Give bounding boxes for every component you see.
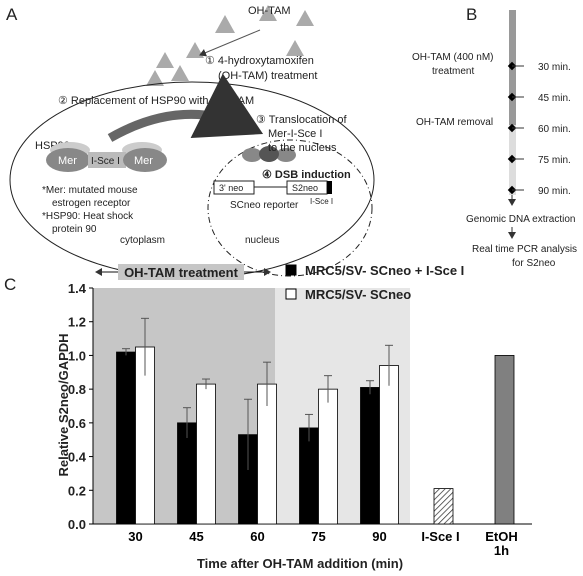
panel-letter: C	[4, 275, 16, 294]
step: ④ DSB induction	[262, 169, 351, 181]
bar	[360, 387, 380, 525]
step: ③ Translocation of	[256, 114, 348, 126]
x-tick-wrap: 30	[128, 530, 143, 544]
compartment: nucleus	[245, 235, 279, 246]
shade-label: OH-TAM treatment	[124, 265, 239, 280]
panel-letter: A	[6, 5, 18, 24]
compartment: cytoplasm	[120, 235, 165, 246]
x-tick-wrap: I-Sce I	[421, 530, 460, 544]
x-tick-wrap: 60	[250, 530, 265, 544]
step: (OH-TAM) treatment	[218, 70, 317, 82]
step: Mer-I-Sce I	[268, 128, 322, 140]
bar	[433, 488, 454, 525]
y-tick-label: 1.0	[68, 348, 86, 363]
bar	[116, 351, 136, 525]
legend-swatch	[285, 288, 297, 300]
time-label: 30 min.	[538, 62, 571, 73]
step: for S2neo	[512, 258, 556, 269]
legend-label: MRC5/SV- SCneo	[305, 287, 411, 302]
x-tick-label: 90	[372, 530, 387, 544]
gene-label: 3' neo	[219, 183, 243, 193]
y-tick-label: 0.2	[68, 483, 86, 498]
time-label: 45 min.	[538, 93, 571, 104]
y-axis-label: Relative S2neo/GAPDH	[56, 333, 71, 476]
x-tick-wrap: 90	[372, 530, 387, 544]
step: ① 4-hydroxytamoxifen	[205, 55, 314, 67]
step: Genomic DNA extraction	[466, 214, 576, 225]
step: ② Replacement of HSP90 with OH-TAM	[58, 95, 254, 107]
mer-label: Mer	[58, 155, 77, 167]
bar	[196, 383, 216, 525]
bar	[299, 427, 319, 525]
y-tick-label: 0.6	[68, 416, 86, 431]
legend-label: MRC5/SV- SCneo + I-Sce I	[305, 263, 464, 278]
y-tick-label: 0.8	[68, 382, 86, 397]
step: treatment	[432, 66, 474, 77]
time-label: 90 min.	[538, 186, 571, 197]
note: protein 90	[52, 224, 97, 235]
panel-letter: B	[466, 5, 477, 24]
x-tick-wrap: 75	[311, 530, 326, 544]
gene-label: S2neo	[292, 183, 318, 193]
bar	[494, 355, 515, 525]
panel-a: A OH-TAM ① 4-hydroxytamoxifen (OH-TAM) t…	[6, 5, 375, 279]
panel-b: B OH-TAM (400 nM) treatment OH-TAM remov…	[412, 5, 577, 269]
x-tick-label: 75	[311, 530, 326, 544]
note: estrogen receptor	[52, 198, 131, 209]
step: OH-TAM removal	[416, 117, 493, 128]
y-tick-label: 0.4	[68, 450, 87, 465]
y-tick-label: 1.2	[68, 315, 86, 330]
x-tick-label: I-Sce I	[421, 530, 460, 544]
note: *HSP90: Heat shock	[42, 211, 134, 222]
y-tick-label: 0.0	[68, 517, 86, 532]
time-label: 60 min.	[538, 124, 571, 135]
x-axis-label: Time after OH-TAM addition (min)	[197, 556, 403, 571]
note: *Mer: mutated mouse	[42, 185, 138, 196]
bar	[379, 365, 399, 525]
x-tick-label: EtOH 1h	[485, 530, 518, 558]
time-label: 75 min.	[538, 155, 571, 166]
y-tick-label: 1.4	[68, 281, 87, 296]
x-tick-wrap: 45	[189, 530, 204, 544]
bar	[318, 388, 338, 525]
legend-swatch	[285, 264, 297, 276]
reporter-label: SCneo reporter	[230, 200, 299, 211]
isce-label: I-Sce I	[91, 156, 120, 167]
x-tick-label: 30	[128, 530, 143, 544]
x-tick-wrap: EtOH 1h	[485, 530, 518, 558]
mer-label: Mer	[134, 155, 153, 167]
x-tick-label: 60	[250, 530, 265, 544]
step: OH-TAM (400 nM)	[412, 52, 494, 63]
x-tick-label: 45	[189, 530, 204, 544]
step: to the nucleus	[268, 142, 337, 154]
drug-label: OH-TAM	[248, 5, 291, 17]
step: Real time PCR analysis	[472, 244, 577, 255]
site-label: I-Sce I	[310, 197, 333, 206]
